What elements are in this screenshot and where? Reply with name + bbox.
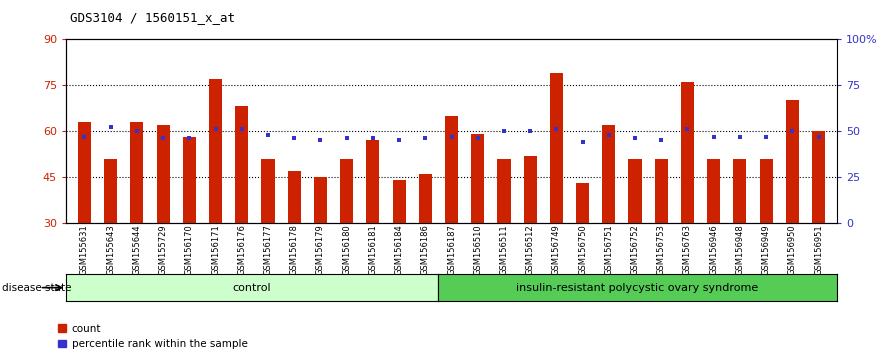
Bar bbox=[498, 159, 510, 223]
Bar bbox=[393, 180, 405, 223]
Bar bbox=[550, 73, 563, 223]
Bar bbox=[209, 79, 222, 223]
Bar bbox=[235, 107, 248, 223]
Bar bbox=[287, 171, 300, 223]
Bar bbox=[314, 177, 327, 223]
Bar bbox=[812, 131, 825, 223]
Bar bbox=[681, 82, 694, 223]
Text: control: control bbox=[233, 282, 271, 293]
Bar bbox=[78, 122, 91, 223]
Text: GDS3104 / 1560151_x_at: GDS3104 / 1560151_x_at bbox=[70, 11, 235, 24]
Bar bbox=[733, 159, 746, 223]
Bar bbox=[759, 159, 773, 223]
Text: insulin-resistant polycystic ovary syndrome: insulin-resistant polycystic ovary syndr… bbox=[516, 282, 759, 293]
Bar bbox=[157, 125, 170, 223]
Bar bbox=[471, 134, 485, 223]
Bar bbox=[182, 137, 196, 223]
Bar bbox=[603, 125, 616, 223]
Bar bbox=[104, 159, 117, 223]
Bar bbox=[130, 122, 144, 223]
Bar bbox=[366, 140, 380, 223]
Bar bbox=[786, 100, 799, 223]
Bar bbox=[340, 159, 353, 223]
Legend: count, percentile rank within the sample: count, percentile rank within the sample bbox=[58, 324, 248, 349]
Bar bbox=[523, 155, 537, 223]
Bar bbox=[655, 159, 668, 223]
Bar bbox=[445, 116, 458, 223]
Bar bbox=[576, 183, 589, 223]
Text: disease state: disease state bbox=[2, 282, 71, 293]
Bar bbox=[628, 159, 641, 223]
Bar bbox=[262, 159, 275, 223]
Bar bbox=[418, 174, 432, 223]
Bar bbox=[707, 159, 721, 223]
